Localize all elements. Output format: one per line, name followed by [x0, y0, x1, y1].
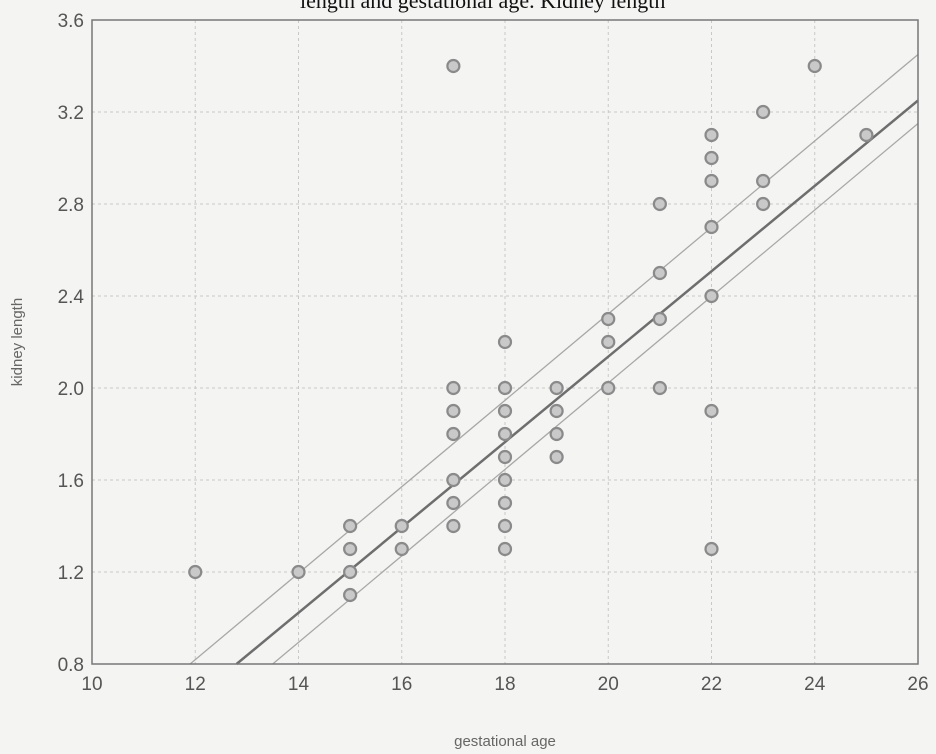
data-point — [446, 426, 461, 442]
data-point — [652, 380, 667, 396]
data-point — [756, 196, 771, 212]
data-point — [497, 426, 513, 442]
y-tick-label: 3.6 — [58, 11, 84, 32]
data-point — [497, 495, 513, 511]
plot-frame — [91, 19, 919, 665]
confidence-upper-line — [189, 54, 919, 665]
data-point — [549, 403, 564, 419]
data-point — [807, 58, 822, 74]
data-point — [497, 541, 513, 557]
y-tick-label: 1.6 — [58, 471, 84, 492]
data-point — [756, 104, 771, 120]
y-tick-labels: 0.8 1.2 1.6 2.0 2.4 2.8 3.2 3.6 — [58, 11, 85, 676]
data-point — [497, 472, 513, 488]
data-point — [704, 127, 719, 143]
regression-line-layer — [235, 99, 919, 665]
data-point — [704, 173, 719, 189]
data-points — [188, 58, 874, 603]
data-point — [601, 334, 616, 350]
x-axis-label: gestational age — [454, 733, 556, 750]
data-point — [343, 518, 358, 534]
data-point — [497, 334, 513, 350]
data-point — [859, 127, 874, 143]
data-point — [601, 311, 616, 327]
data-point — [549, 449, 564, 465]
x-tick-label: 26 — [907, 674, 928, 695]
data-point — [343, 587, 358, 603]
data-point — [394, 541, 409, 557]
x-tick-label: 18 — [494, 674, 515, 695]
data-point — [343, 564, 358, 580]
data-point — [188, 564, 203, 580]
data-point — [497, 380, 513, 396]
x-tick-label: 22 — [701, 674, 722, 695]
data-point — [652, 265, 667, 281]
page-caption: length and gestational age. Kidney lengt… — [300, 0, 666, 13]
data-point — [652, 311, 667, 327]
data-point — [704, 150, 719, 166]
y-tick-label: 2.4 — [58, 287, 85, 308]
data-point — [601, 380, 616, 396]
x-tick-label: 14 — [288, 674, 310, 695]
y-tick-label: 2.0 — [58, 379, 84, 400]
x-tick-label: 16 — [391, 674, 412, 695]
confidence-band — [189, 54, 919, 665]
data-point — [549, 426, 564, 442]
data-point — [446, 495, 461, 511]
data-point — [291, 564, 306, 580]
data-point — [394, 518, 409, 534]
y-tick-label: 1.2 — [58, 563, 84, 584]
data-point — [652, 196, 667, 212]
data-point — [446, 380, 461, 396]
data-point — [497, 449, 513, 465]
data-point — [549, 380, 564, 396]
data-point — [704, 541, 719, 557]
x-tick-label: 10 — [81, 674, 102, 695]
data-point — [446, 518, 461, 534]
data-point — [704, 403, 719, 419]
x-tick-label: 24 — [804, 674, 826, 695]
confidence-lower-line — [272, 123, 919, 665]
data-point — [446, 58, 461, 74]
y-axis-label: kidney length — [9, 298, 26, 386]
data-point — [446, 472, 461, 488]
data-point — [497, 403, 513, 419]
x-tick-label: 12 — [185, 674, 206, 695]
data-point — [704, 219, 719, 235]
data-point — [497, 518, 513, 534]
x-tick-labels: 10 12 14 16 18 20 22 24 26 — [81, 674, 928, 695]
y-tick-label: 2.8 — [58, 195, 84, 216]
y-tick-label: 0.8 — [58, 655, 84, 676]
regression-line — [235, 99, 919, 665]
x-tick-label: 20 — [598, 674, 619, 695]
y-tick-label: 3.2 — [58, 103, 84, 124]
data-point — [704, 288, 719, 304]
data-point — [446, 403, 461, 419]
data-point — [756, 173, 771, 189]
data-point — [343, 541, 358, 557]
